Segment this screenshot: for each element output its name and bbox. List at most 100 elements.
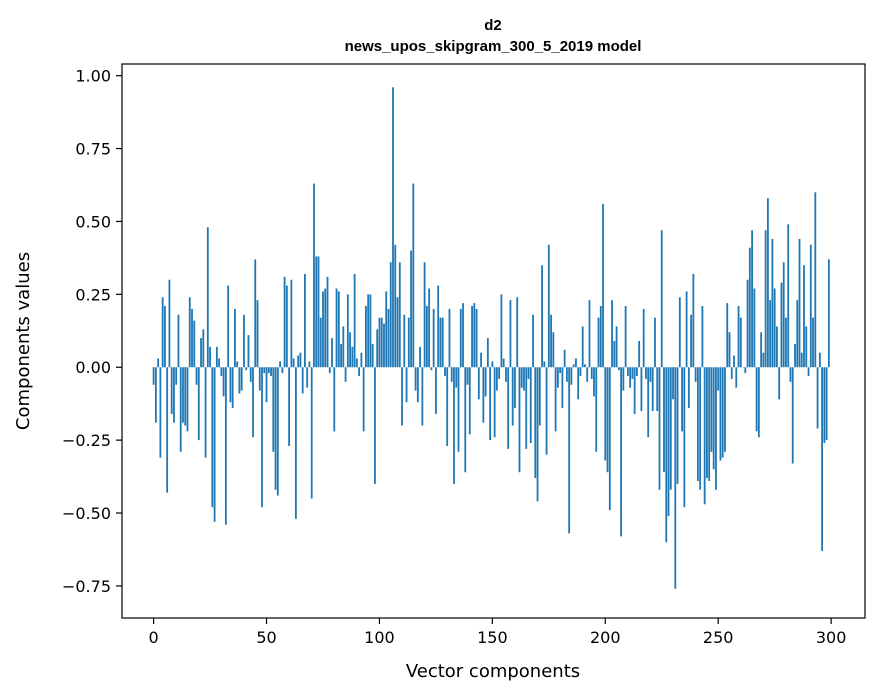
bar — [746, 279, 749, 368]
bar — [511, 367, 514, 426]
bar — [455, 367, 458, 388]
bar — [683, 367, 686, 508]
bar — [611, 300, 613, 368]
x-axis-label: Vector components — [406, 661, 580, 682]
bar — [665, 367, 668, 543]
bar — [730, 367, 733, 379]
bar — [457, 367, 460, 452]
y-tick-label: 1.00 — [75, 67, 111, 86]
bar — [552, 332, 555, 368]
bar — [771, 238, 774, 368]
bar — [760, 332, 763, 368]
bar — [439, 317, 442, 368]
bar — [263, 367, 266, 374]
bar — [789, 367, 792, 382]
bar — [220, 367, 223, 376]
bar — [518, 367, 521, 473]
bar — [322, 291, 324, 368]
bar — [369, 294, 372, 368]
bar — [757, 367, 760, 438]
bar — [351, 346, 354, 368]
y-tick-label: 0.50 — [75, 212, 111, 231]
bar — [392, 87, 394, 368]
bar — [450, 367, 453, 382]
bar — [816, 367, 819, 429]
bar — [814, 192, 817, 368]
bar — [482, 367, 485, 423]
bar — [319, 317, 322, 368]
bar — [441, 317, 444, 368]
bar — [787, 224, 790, 368]
bar — [654, 317, 656, 368]
bar — [159, 367, 162, 458]
bar — [358, 367, 361, 376]
bar — [231, 367, 234, 409]
bar — [175, 367, 178, 385]
bar — [484, 367, 487, 397]
bar — [656, 367, 659, 411]
bar — [353, 273, 356, 368]
bar — [374, 367, 376, 484]
bar — [428, 288, 431, 368]
bar — [507, 367, 510, 449]
bar — [283, 276, 286, 368]
bar — [157, 358, 160, 368]
bar — [243, 314, 245, 368]
bar — [825, 367, 828, 441]
bar — [195, 367, 198, 385]
bar — [678, 297, 681, 368]
bar — [256, 300, 259, 368]
bar — [240, 367, 243, 391]
bar — [396, 297, 399, 368]
bar — [285, 285, 288, 368]
bar — [667, 367, 670, 516]
bar — [744, 367, 747, 374]
bar — [617, 367, 620, 371]
bar — [807, 367, 810, 376]
bar — [565, 367, 568, 382]
bar — [170, 367, 173, 414]
bar — [579, 367, 582, 376]
bar — [477, 367, 480, 400]
bar — [215, 346, 218, 368]
bar — [425, 306, 428, 368]
bar — [173, 367, 175, 423]
bar — [468, 367, 471, 435]
bar — [663, 367, 665, 473]
bar — [687, 367, 690, 409]
bar — [407, 317, 410, 368]
bar — [529, 367, 532, 444]
bar — [739, 317, 742, 368]
bar — [188, 297, 191, 368]
bar — [590, 367, 593, 379]
bar — [252, 367, 254, 438]
bar — [416, 367, 419, 403]
bar — [197, 367, 200, 441]
x-tick-label: 250 — [703, 628, 734, 647]
bar — [279, 361, 281, 368]
bar — [270, 367, 272, 376]
bar — [681, 367, 683, 432]
bar — [444, 367, 446, 376]
bar — [297, 355, 300, 368]
bar — [766, 198, 769, 368]
bar — [292, 358, 295, 368]
bar — [258, 367, 261, 391]
bar — [823, 367, 826, 444]
bar — [554, 367, 557, 432]
bar — [453, 367, 455, 484]
bar — [389, 262, 392, 368]
bar — [362, 367, 365, 432]
bar — [751, 230, 753, 368]
bar — [629, 367, 632, 388]
bar — [200, 338, 202, 368]
bar — [570, 367, 573, 385]
bar — [676, 367, 679, 484]
bar — [794, 343, 796, 368]
bar — [715, 367, 717, 490]
bar — [669, 367, 672, 490]
bar — [561, 367, 564, 409]
bar — [405, 367, 408, 403]
bar — [821, 367, 823, 551]
bar — [672, 367, 674, 400]
